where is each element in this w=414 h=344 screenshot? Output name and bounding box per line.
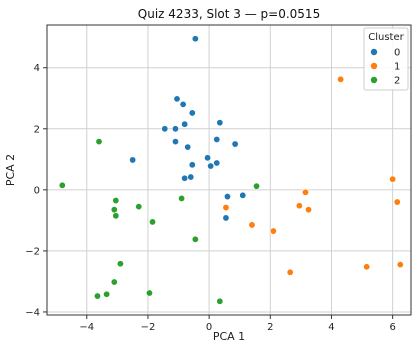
data-point-cluster-0	[222, 214, 230, 222]
data-point-cluster-2	[110, 278, 118, 286]
x-tick-label: −4	[79, 322, 94, 333]
legend-label-2: 2	[394, 76, 400, 87]
data-point-cluster-1	[305, 206, 313, 214]
data-point-cluster-1	[269, 227, 277, 235]
data-point-cluster-2	[149, 218, 157, 226]
y-tick-label: −4	[25, 307, 40, 318]
x-tick-label: 2	[267, 322, 273, 333]
data-point-cluster-2	[103, 290, 111, 298]
plot-frame	[46, 24, 412, 316]
data-point-cluster-0	[173, 95, 181, 103]
legend-marker-0	[370, 48, 378, 56]
data-point-cluster-2	[253, 182, 261, 190]
data-point-cluster-0	[223, 193, 231, 201]
data-point-cluster-1	[301, 188, 309, 196]
data-point-cluster-1	[248, 221, 256, 229]
data-point-cluster-0	[191, 35, 199, 43]
data-point-cluster-0	[231, 140, 239, 148]
y-axis-label: PCA 2	[4, 154, 17, 186]
y-tick-label: 2	[34, 124, 40, 135]
data-point-cluster-1	[363, 263, 371, 271]
chart-title: Quiz 4233, Slot 3 — p=0.0515	[138, 7, 320, 21]
legend-label-1: 1	[394, 62, 400, 73]
data-point-cluster-0	[161, 125, 169, 133]
data-point-cluster-0	[181, 174, 189, 182]
y-tick-label: −2	[25, 246, 40, 257]
data-point-cluster-0	[171, 125, 179, 133]
data-point-cluster-2	[93, 292, 101, 300]
data-point-cluster-0	[129, 156, 137, 164]
data-point-cluster-1	[393, 198, 401, 206]
legend-marker-2	[370, 76, 378, 84]
data-point-cluster-2	[58, 181, 66, 189]
data-point-cluster-2	[116, 260, 124, 268]
data-point-cluster-1	[295, 202, 303, 210]
legend-title: Cluster	[368, 32, 404, 43]
x-tick-label: 6	[389, 322, 395, 333]
data-point-cluster-2	[178, 194, 186, 202]
data-point-cluster-2	[191, 235, 199, 243]
data-point-cluster-1	[222, 204, 230, 212]
data-points	[58, 35, 404, 305]
legend-marker-1	[370, 62, 378, 70]
data-point-cluster-1	[396, 261, 404, 269]
data-point-cluster-0	[188, 161, 196, 169]
data-point-cluster-2	[95, 138, 103, 146]
data-point-cluster-0	[184, 143, 192, 151]
x-tick-label: 0	[206, 322, 212, 333]
legend-items: 0 1 2	[370, 48, 400, 87]
legend: Cluster 0 1 2	[363, 27, 409, 91]
data-point-cluster-1	[337, 75, 345, 83]
data-point-cluster-1	[286, 268, 294, 276]
data-point-cluster-0	[188, 109, 196, 117]
grid	[47, 25, 411, 315]
legend-label-0: 0	[394, 48, 400, 59]
y-axis-ticks: −4 −2 0 2 4	[25, 63, 47, 318]
x-tick-label: 4	[328, 322, 334, 333]
data-point-cluster-2	[110, 206, 118, 214]
data-point-cluster-0	[239, 191, 247, 199]
data-point-cluster-0	[181, 120, 189, 128]
x-axis-label: PCA 1	[213, 330, 245, 343]
data-point-cluster-2	[145, 289, 153, 297]
data-point-cluster-2	[112, 212, 120, 220]
y-tick-label: 4	[34, 63, 40, 74]
data-point-cluster-0	[207, 162, 215, 170]
data-point-cluster-0	[204, 154, 212, 162]
data-point-cluster-2	[135, 203, 143, 211]
data-point-cluster-1	[389, 175, 397, 183]
legend-box	[363, 27, 409, 91]
data-point-cluster-0	[216, 119, 224, 127]
data-point-cluster-0	[187, 173, 195, 181]
data-point-cluster-2	[216, 297, 224, 305]
data-point-cluster-2	[112, 197, 120, 205]
y-tick-label: 0	[34, 185, 40, 196]
data-point-cluster-0	[213, 135, 221, 143]
x-axis-ticks: −4 −2 0 2 4 6	[79, 315, 396, 333]
data-point-cluster-0	[213, 159, 221, 167]
x-tick-label: −2	[141, 322, 156, 333]
data-point-cluster-0	[179, 100, 187, 108]
data-point-cluster-0	[171, 138, 179, 146]
